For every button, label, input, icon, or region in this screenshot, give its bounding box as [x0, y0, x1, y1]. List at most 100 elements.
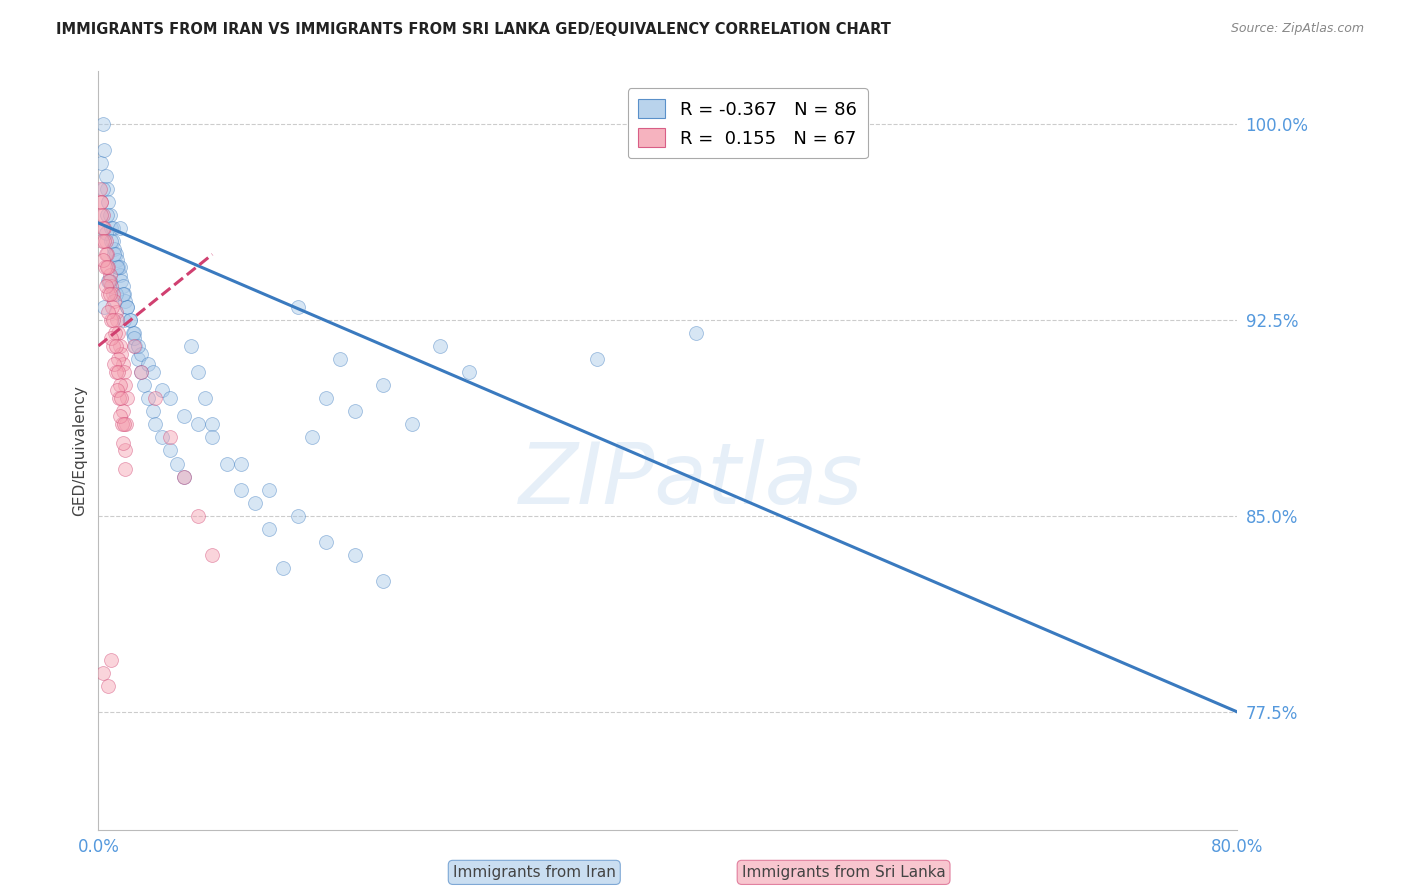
Point	[105, 260, 128, 275]
Point	[132, 378, 155, 392]
Point	[100, 312, 122, 326]
Point	[145, 417, 167, 432]
Point	[187, 508, 209, 523]
Point	[114, 294, 136, 309]
Point	[115, 300, 138, 314]
Point	[100, 652, 122, 666]
Point	[108, 268, 131, 283]
Point	[343, 404, 366, 418]
Point	[98, 268, 121, 283]
Point	[105, 384, 128, 398]
Point	[97, 305, 120, 319]
Point	[91, 252, 114, 267]
Point	[201, 430, 224, 444]
Point	[105, 252, 128, 267]
Point	[259, 483, 281, 497]
Point	[585, 351, 607, 366]
Point	[104, 326, 127, 340]
Point	[371, 574, 394, 589]
Text: Source: ZipAtlas.com: Source: ZipAtlas.com	[1230, 22, 1364, 36]
Point	[287, 300, 309, 314]
Point	[107, 326, 129, 340]
Point	[127, 339, 149, 353]
Point	[301, 430, 323, 444]
Point	[343, 548, 366, 562]
Point	[93, 665, 115, 680]
Point	[112, 286, 135, 301]
Point	[101, 300, 124, 314]
Point	[111, 417, 134, 432]
Point	[91, 235, 114, 249]
Point	[111, 357, 134, 371]
Point	[97, 273, 120, 287]
Point	[93, 300, 115, 314]
Point	[129, 365, 152, 379]
Point	[173, 409, 195, 424]
Point	[96, 260, 118, 275]
Point	[112, 404, 135, 418]
Text: IMMIGRANTS FROM IRAN VS IMMIGRANTS FROM SRI LANKA GED/EQUIVALENCY CORRELATION CH: IMMIGRANTS FROM IRAN VS IMMIGRANTS FROM …	[56, 22, 891, 37]
Point	[371, 378, 394, 392]
Point	[201, 548, 224, 562]
Point	[105, 312, 128, 326]
Point	[112, 417, 135, 432]
Point	[101, 221, 124, 235]
Point	[122, 339, 145, 353]
Point	[91, 208, 114, 222]
Point	[94, 260, 117, 275]
Point	[97, 286, 120, 301]
Point	[89, 182, 111, 196]
Point	[94, 235, 117, 249]
Point	[94, 227, 117, 241]
Point	[91, 182, 114, 196]
Point	[108, 339, 131, 353]
Point	[104, 305, 127, 319]
Point	[90, 156, 112, 170]
Text: Immigrants from Sri Lanka: Immigrants from Sri Lanka	[742, 865, 945, 880]
Point	[118, 312, 141, 326]
Point	[103, 242, 125, 256]
Point	[152, 430, 174, 444]
Point	[114, 462, 136, 476]
Point	[180, 339, 202, 353]
Point	[107, 351, 129, 366]
Point	[100, 331, 122, 345]
Point	[93, 235, 115, 249]
Point	[98, 273, 121, 287]
Point	[94, 278, 117, 293]
Point	[108, 221, 131, 235]
Point	[107, 260, 129, 275]
Point	[97, 260, 120, 275]
Point	[112, 365, 135, 379]
Point	[101, 312, 124, 326]
Point	[194, 391, 217, 405]
Point	[108, 391, 131, 405]
Point	[111, 286, 134, 301]
Point	[98, 208, 121, 222]
Point	[112, 312, 135, 326]
Point	[110, 378, 132, 392]
Point	[104, 247, 127, 261]
Point	[103, 294, 125, 309]
Point	[115, 391, 138, 405]
Point	[115, 417, 138, 432]
Point	[110, 273, 132, 287]
Point	[457, 365, 479, 379]
Point	[98, 273, 121, 287]
Point	[159, 391, 181, 405]
Point	[91, 117, 114, 131]
Point	[90, 208, 112, 222]
Legend: R = -0.367   N = 86, R =  0.155   N = 67: R = -0.367 N = 86, R = 0.155 N = 67	[627, 88, 868, 159]
Point	[166, 457, 188, 471]
Point	[152, 384, 174, 398]
Point	[97, 195, 120, 210]
Point	[215, 457, 238, 471]
Point	[108, 409, 131, 424]
Point	[129, 365, 152, 379]
Point	[273, 561, 295, 575]
Point	[93, 143, 115, 157]
Point	[101, 235, 124, 249]
Point	[229, 457, 252, 471]
Point	[329, 351, 352, 366]
Point	[93, 221, 115, 235]
